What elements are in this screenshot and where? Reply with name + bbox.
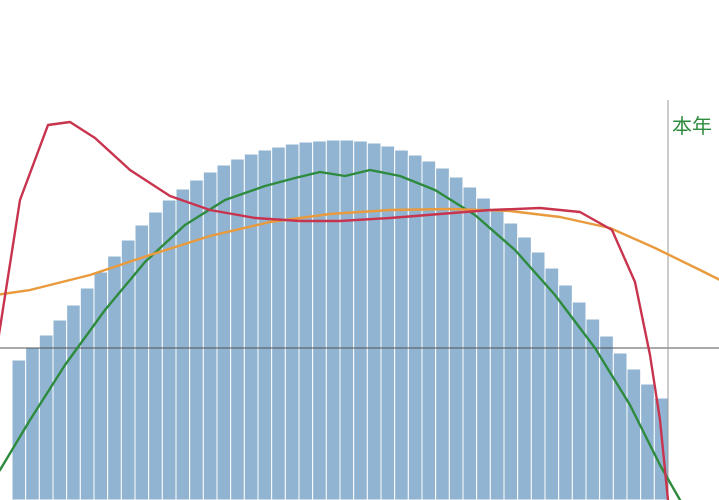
chart-container: 本年 bbox=[0, 0, 719, 500]
chart-svg bbox=[0, 0, 719, 500]
legend-current-year: 本年 bbox=[672, 110, 712, 139]
